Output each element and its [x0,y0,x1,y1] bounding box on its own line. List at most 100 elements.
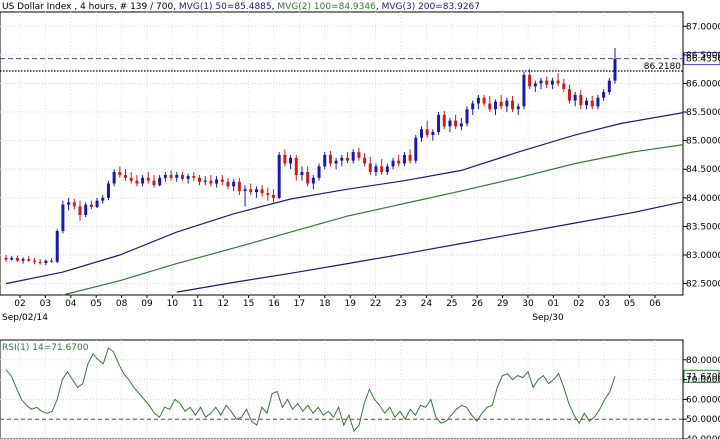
time-tick-label: 18 [319,299,331,309]
candle-body [129,177,133,181]
candle-body [220,179,224,182]
candle-body [32,260,36,262]
candle-body [448,120,452,127]
time-tick-label: 16 [268,299,280,309]
candle-body [260,189,264,194]
candle-body [272,194,276,198]
candle-body [408,154,412,161]
candle-body [311,177,315,184]
candle-body [442,114,446,127]
mvg1-line [5,112,684,285]
candle-body [363,157,367,164]
time-x-axis: 02 03 04 05 08 09 10 11 12 15 16 17 18 19 22 23 24 25 26 29… [2,295,661,323]
candle-body [334,160,338,164]
rsi-tick-label: 40.0000 [686,435,720,439]
candle-body [112,172,116,184]
candle-body [374,166,378,173]
rsi-tick-label: 60.0000 [686,395,720,405]
candle-body [465,109,469,124]
candle-body [101,197,105,201]
candle-body [385,166,389,173]
candle-body [579,94,583,106]
header-mvg2: MVG(2) 100=84.9346 [277,2,376,12]
candle-body [203,180,207,182]
candle-body [158,177,162,186]
candle-body [397,160,401,164]
candle-body [180,174,184,179]
reference-label: 86.2180 [644,62,681,72]
time-tick-label: 11 [192,299,203,309]
header-mvg1: MVG(1) 50=85.4885 [179,2,272,12]
price-tick-label: 86.5000 [686,51,720,61]
candle-body [118,172,122,175]
candle-body [226,181,230,187]
time-tick-label: 15 [243,299,254,309]
price-tick-label: 87.0000 [686,22,720,32]
moving-averages [5,112,684,296]
candle-body [232,181,236,187]
candle-body [596,97,600,107]
candle-body [209,180,213,184]
candle-body [454,120,458,127]
price-tick-label: 84.0000 [686,194,720,204]
candle-body [38,261,42,263]
candle-body [545,80,549,85]
candle-body [357,152,361,158]
candle-body [89,204,93,207]
time-tick-label: 26 [471,299,483,309]
candle-body [590,100,594,107]
candle-body [340,157,344,161]
time-tick-label: 19 [344,299,356,309]
candle-body [482,97,486,104]
candle-body [266,193,270,195]
rsi-y-axis: 80.0000 70.0000 60.0000 50.0000 40.0000 [683,356,720,439]
candle-body [414,137,418,161]
candle-body [425,129,429,135]
time-tick-label: 12 [217,299,228,309]
time-tick-label: 24 [421,299,433,309]
candle-body [380,166,384,173]
mvg3-line [176,201,684,293]
candle-body [163,174,167,178]
candle-body [4,257,8,260]
candle-body [317,166,321,178]
candle-body [556,80,560,84]
candle-body [602,92,606,98]
price-tick-label: 83.5000 [686,222,720,232]
chart-header: US Dollar Index , 4 hours, # 139 / 700, … [2,2,480,12]
rsi-tick-label: 70.0000 [686,376,720,386]
candle-body [368,163,372,173]
time-tick-label: 05 [624,299,635,309]
candle-body [562,83,566,90]
candle-body [124,174,128,178]
time-sublabel: Sep/30 [532,313,564,323]
candle-body [61,204,65,231]
candle-body [192,176,196,178]
time-tick-label: 03 [40,299,51,309]
candle-body [323,154,327,167]
candle-body [237,181,241,191]
time-tick-label: 17 [294,299,305,309]
mvg2-line [62,144,684,296]
candle-body [277,154,281,198]
candle-body [215,179,219,184]
candle-body [84,204,88,215]
candle-body [505,100,509,107]
candle-body [402,154,406,164]
time-sublabel: Sep/02/14 [2,313,48,323]
candle-body [585,100,589,106]
price-y-axis: 87.0000 86.5000 86.0000 85.5000 85.0000 84.50… [683,22,720,290]
time-tick-label: 04 [65,299,77,309]
header-interval: 4 hours [80,2,114,12]
candle-body [186,176,190,179]
candle-body [50,260,54,262]
time-tick-label: 30 [522,299,534,309]
candle-body [27,258,31,261]
rsi-last-box [683,369,720,383]
candle-body [44,260,48,263]
price-tick-label: 82.5000 [686,280,720,290]
candle-body [493,101,497,110]
candle-body [141,177,145,184]
candle-body [345,157,349,161]
